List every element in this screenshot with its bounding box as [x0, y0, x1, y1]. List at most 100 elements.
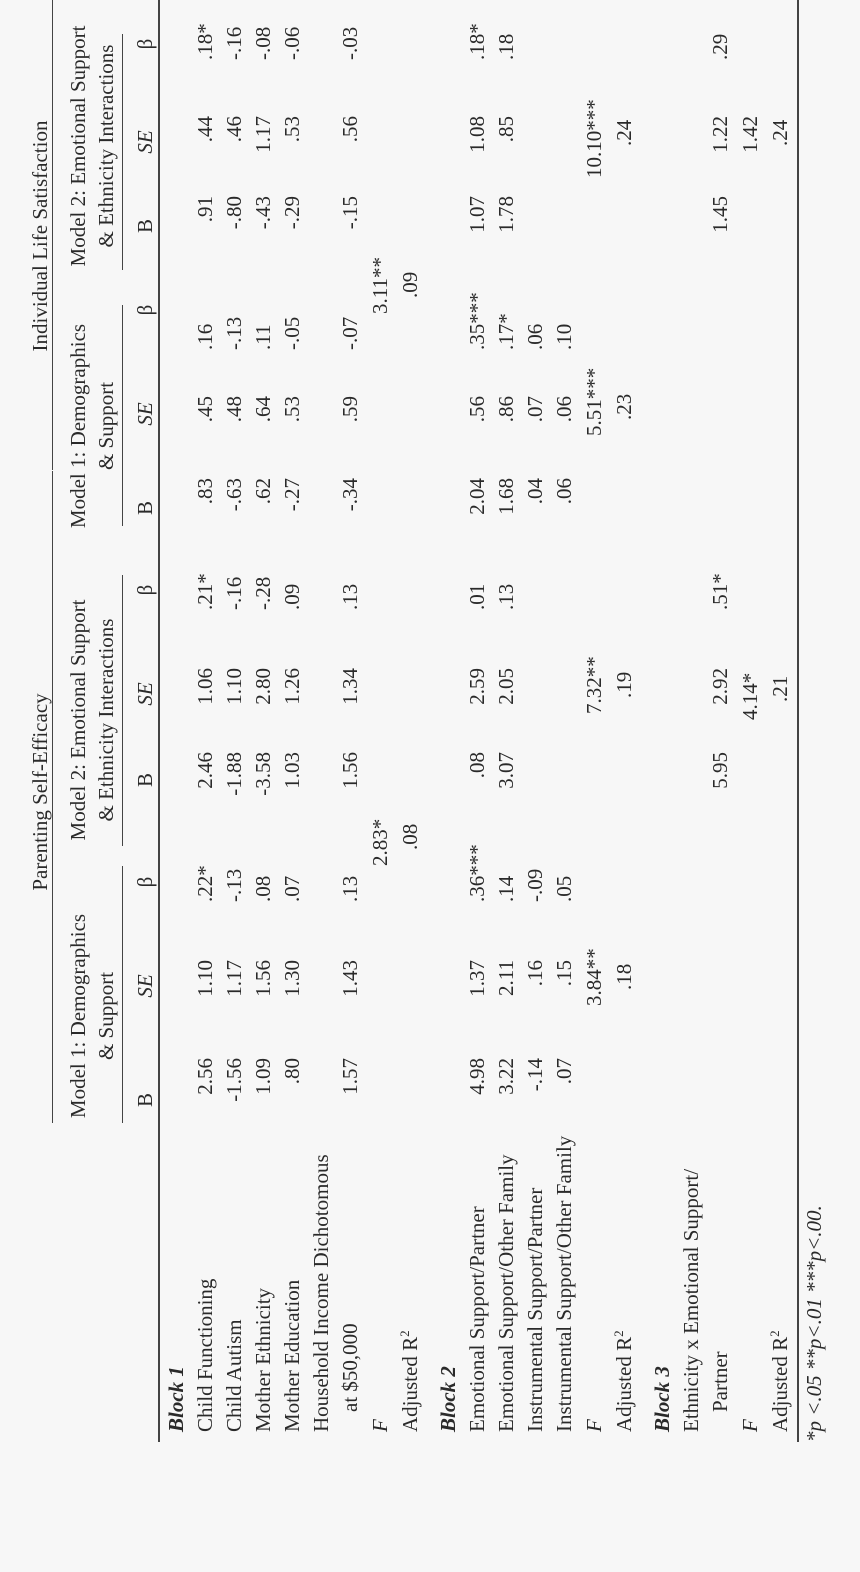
row-label-emotional-support-partner: Emotional Support/Partner [465, 1206, 489, 1432]
cell-household-income-ils-m1-b: -.34 [338, 478, 362, 512]
cell-ethnicity-x-pse-m2-b: 5.95 [708, 752, 732, 789]
cell-instr-partner-pse-m1-beta: -.09 [523, 868, 547, 902]
cell-child-functioning-ils-m2-b: .91 [193, 196, 217, 223]
cell-instr-family-pse-m1-beta: .05 [552, 875, 576, 902]
row-label-adj-r2-block3: Adjusted R2 [767, 1330, 792, 1432]
col-header-ils-m1-se: SE [133, 402, 157, 426]
cell-instr-family-ils-m1-se: .06 [552, 396, 576, 423]
row-label-child-autism: Child Autism [222, 1319, 246, 1432]
cell-emo-family-ils-m1-b: 1.68 [494, 478, 518, 515]
cell-mother-ethnicity-ils-m2-b: -.43 [251, 196, 275, 230]
cell-instr-family-ils-m1-beta: .10 [552, 323, 576, 350]
cell-household-income-ils-m2-b: -.15 [338, 196, 362, 230]
rule-under-model1-ils [122, 305, 124, 526]
col-header-pse-m1-se: SE [133, 974, 157, 998]
row-label-mother-education: Mother Education [280, 1279, 304, 1432]
rule-under-model2-pse [122, 575, 124, 846]
cell-emo-family-pse-m2-beta: .13 [494, 583, 518, 610]
cell-ethnicity-x-ils-m2-beta: .29 [708, 33, 732, 60]
cell-child-functioning-ils-m2-se: .44 [193, 116, 217, 143]
row-label-child-functioning: Child Functioning [193, 1278, 217, 1432]
col-header-pse-m1-b: B [133, 1092, 157, 1108]
cell-emo-family-ils-m2-b: 1.78 [494, 196, 518, 233]
cell-f-block2-pse-m1: 3.84** [582, 948, 606, 1006]
cell-adj-r2-block2-ils-m2: .24 [612, 119, 636, 146]
col-header-pse-m2-se: SE [133, 682, 157, 706]
cell-mother-ethnicity-pse-m1-se: 1.56 [251, 960, 275, 997]
row-label-emotional-support-family: Emotional Support/Other Family [494, 1154, 518, 1432]
cell-adj-r2-block2-pse-m2: .19 [612, 671, 636, 698]
cell-ethnicity-x-pse-m2-beta: .51* [708, 573, 732, 610]
cell-household-income-pse-m1-se: 1.43 [338, 960, 362, 997]
cell-adj-r2-block1-ils: .09 [398, 271, 422, 298]
col-header-ils-m2-se: SE [133, 130, 157, 154]
cell-emo-partner-pse-m1-beta: .36*** [465, 844, 489, 902]
model-header-pse-m1-line2: & Support [94, 971, 118, 1061]
cell-instr-partner-ils-m1-beta: .06 [523, 323, 547, 350]
cell-mother-ethnicity-pse-m1-b: 1.09 [251, 1058, 275, 1095]
col-header-ils-m1-b: B [133, 500, 157, 516]
cell-mother-ethnicity-ils-m1-b: .62 [251, 478, 275, 505]
cell-child-autism-ils-m2-b: -.80 [222, 196, 246, 230]
cell-emo-partner-pse-m1-b: 4.98 [465, 1058, 489, 1095]
cell-emo-partner-pse-m1-se: 1.37 [465, 960, 489, 997]
cell-child-autism-ils-m1-beta: -.13 [222, 316, 246, 350]
block-label-1: Block 1 [164, 1366, 188, 1432]
adj-r2-label-text: Adjusted R [398, 1336, 422, 1432]
cell-emo-family-pse-m1-b: 3.22 [494, 1058, 518, 1095]
row-label-f-block2: F [582, 1419, 606, 1432]
rule-under-parenting [52, 471, 54, 1123]
cell-child-functioning-ils-m1-b: .83 [193, 478, 217, 505]
cell-instr-partner-ils-m1-se: .07 [523, 396, 547, 423]
cell-child-autism-ils-m2-beta: -.16 [222, 26, 246, 60]
cell-emo-partner-ils-m1-b: 2.04 [465, 478, 489, 515]
cell-adj-r2-block2-pse-m1: .18 [612, 963, 636, 990]
cell-instr-family-pse-m1-se: .15 [552, 960, 576, 987]
col-header-ils-m2-beta: β [133, 38, 157, 50]
cell-child-functioning-ils-m1-se: .45 [193, 396, 217, 423]
rule-under-column-headers [158, 0, 160, 1442]
rule-under-model1-pse [122, 866, 124, 1123]
cell-emo-partner-ils-m1-se: .56 [465, 396, 489, 423]
cell-household-income-ils-m2-beta: -.03 [338, 26, 362, 60]
cell-child-autism-pse-m1-b: -1.56 [222, 1058, 246, 1102]
cell-mother-education-pse-m2-beta: .09 [280, 583, 304, 610]
cell-mother-ethnicity-pse-m2-b: -3.58 [251, 752, 275, 796]
cell-mother-education-ils-m1-b: -.27 [280, 478, 304, 512]
cell-household-income-ils-m1-beta: -.07 [338, 316, 362, 350]
model-header-ils-m2-line1: Model 2: Emotional Support [66, 25, 90, 267]
cell-household-income-pse-m2-se: 1.34 [338, 668, 362, 705]
cell-household-income-ils-m2-se: .56 [338, 116, 362, 143]
cell-mother-education-pse-m2-se: 1.26 [280, 668, 304, 705]
row-label-adj-r2-block1: Adjusted R2 [397, 1330, 422, 1432]
cell-emo-family-pse-m1-beta: .14 [494, 875, 518, 902]
cell-mother-education-ils-m1-beta: -.05 [280, 316, 304, 350]
cell-adj-r2-block2-ils-m1: .23 [612, 393, 636, 420]
row-label-household-income-line2: at $50,000 [338, 1323, 362, 1412]
cell-emo-partner-ils-m2-b: 1.07 [465, 196, 489, 233]
row-label-instrumental-support-family: Instrumental Support/Other Family [552, 1135, 576, 1432]
cell-mother-ethnicity-pse-m2-beta: -.28 [251, 576, 275, 610]
cell-emo-family-pse-m1-se: 2.11 [494, 960, 518, 996]
block-label-2: Block 2 [436, 1366, 460, 1432]
cell-instr-partner-pse-m1-se: .16 [523, 960, 547, 987]
cell-adj-r2-block3-pse: .21 [768, 675, 792, 702]
adj-r2-label-text: Adjusted R [768, 1336, 792, 1432]
cell-child-autism-pse-m1-beta: -.13 [222, 868, 246, 902]
cell-emo-family-ils-m2-beta: .18 [494, 33, 518, 60]
adj-r2-label-text: Adjusted R [612, 1336, 636, 1432]
cell-child-autism-pse-m2-beta: -.16 [222, 576, 246, 610]
cell-emo-partner-ils-m2-se: 1.08 [465, 116, 489, 153]
superscript-2: 2 [397, 1330, 412, 1337]
cell-f-block3-ils: 1.42 [738, 116, 762, 153]
cell-child-autism-ils-m1-b: -.63 [222, 478, 246, 512]
cell-mother-ethnicity-ils-m1-beta: .11 [251, 324, 275, 350]
cell-emo-partner-ils-m2-beta: .18* [465, 23, 489, 60]
cell-child-functioning-pse-m2-se: 1.06 [193, 668, 217, 705]
row-label-household-income-line1: Household Income Dichotomous [309, 1154, 333, 1432]
col-header-pse-m2-beta: β [133, 584, 157, 596]
row-label-f-block3: F [738, 1419, 762, 1432]
cell-household-income-pse-m2-beta: .13 [338, 583, 362, 610]
cell-adj-r2-block3-ils: .24 [768, 119, 792, 146]
model-header-pse-m2-line1: Model 2: Emotional Support [66, 599, 90, 841]
